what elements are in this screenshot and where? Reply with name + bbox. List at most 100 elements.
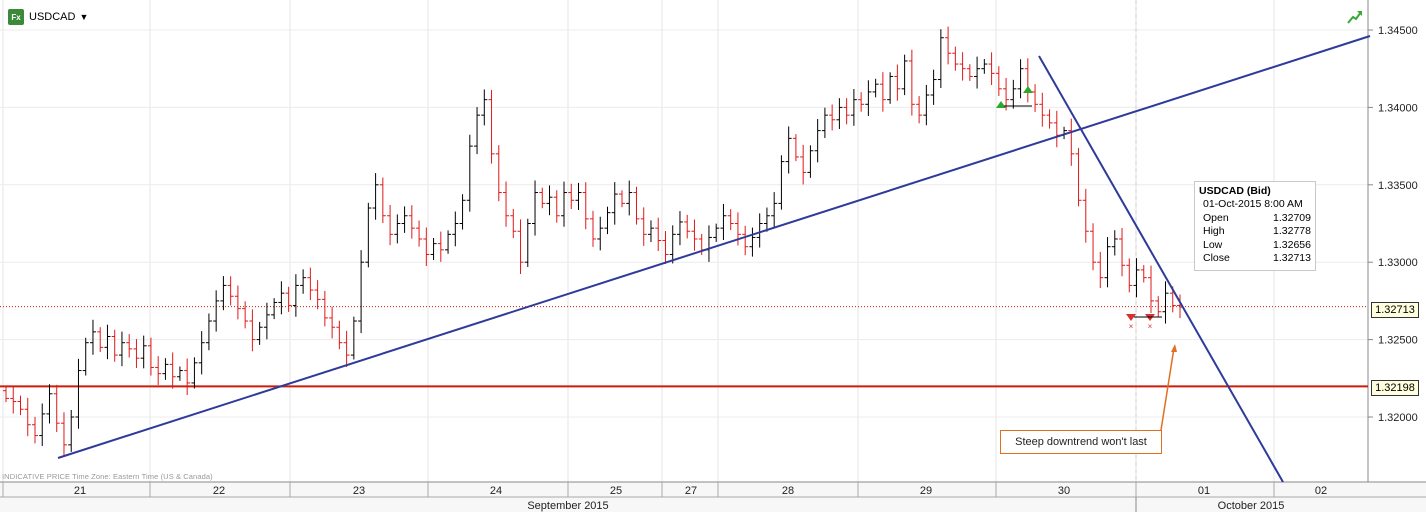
ohlc-bar[interactable] xyxy=(1032,84,1039,113)
ohlc-bar[interactable] xyxy=(176,366,183,381)
ohlc-bar[interactable] xyxy=(488,89,495,164)
ohlc-bar[interactable] xyxy=(292,274,299,317)
ohlc-bar[interactable] xyxy=(3,386,9,403)
ohlc-bar[interactable] xyxy=(524,218,531,267)
ohlc-bar[interactable] xyxy=(1010,79,1017,109)
ohlc-bar[interactable] xyxy=(249,309,256,352)
ohlc-bar[interactable] xyxy=(213,290,220,332)
buy-marker[interactable] xyxy=(996,101,1006,108)
ohlc-bar[interactable] xyxy=(387,204,394,246)
ohlc-bar[interactable] xyxy=(633,186,640,225)
ohlc-bar[interactable] xyxy=(430,237,437,261)
ohlc-bar[interactable] xyxy=(981,58,988,74)
ohlc-bar[interactable] xyxy=(756,213,763,248)
ohlc-bar[interactable] xyxy=(75,358,82,429)
ohlc-bar[interactable] xyxy=(575,182,582,210)
ohlc-bar[interactable] xyxy=(17,395,24,416)
ohlc-bar[interactable] xyxy=(10,386,17,414)
ohlc-bar[interactable] xyxy=(539,187,546,209)
ohlc-bar[interactable] xyxy=(474,107,481,155)
ohlc-bar[interactable] xyxy=(1039,92,1046,127)
ohlc-bar[interactable] xyxy=(829,104,836,131)
ohlc-bar[interactable] xyxy=(401,206,408,233)
ohlc-bar[interactable] xyxy=(923,84,930,126)
ohlc-bar[interactable] xyxy=(604,206,611,235)
ohlc-bar[interactable] xyxy=(140,335,147,369)
ohlc-bar[interactable] xyxy=(31,416,38,444)
ohlc-bar[interactable] xyxy=(155,356,162,385)
ohlc-bar[interactable] xyxy=(1119,228,1126,277)
ohlc-bar[interactable] xyxy=(1111,230,1118,256)
symbol-selector[interactable]: Fx USDCAD ▼ xyxy=(8,8,88,26)
ohlc-bar[interactable] xyxy=(662,231,669,264)
ohlc-bar[interactable] xyxy=(162,358,169,380)
ohlc-bar[interactable] xyxy=(590,210,596,247)
ohlc-bar[interactable] xyxy=(850,89,857,126)
ohlc-bar[interactable] xyxy=(655,217,662,251)
ohlc-bar[interactable] xyxy=(198,331,205,375)
ohlc-bar[interactable] xyxy=(358,250,365,334)
trend-up-icon[interactable] xyxy=(1347,9,1363,25)
ohlc-bar[interactable] xyxy=(611,182,618,225)
ohlc-bar[interactable] xyxy=(618,190,625,208)
ohlc-bar[interactable] xyxy=(807,145,814,178)
ohlc-bar[interactable] xyxy=(858,92,865,112)
rising-trendline[interactable] xyxy=(57,35,1371,459)
ohlc-bar[interactable] xyxy=(597,216,604,251)
ohlc-bar[interactable] xyxy=(582,182,589,230)
ohlc-bar[interactable] xyxy=(1133,258,1140,298)
ohlc-bar[interactable] xyxy=(778,155,785,210)
ohlc-bar[interactable] xyxy=(763,207,770,232)
ohlc-bar[interactable] xyxy=(285,286,292,312)
ohlc-bar[interactable] xyxy=(365,202,372,268)
ohlc-bar[interactable] xyxy=(720,203,727,241)
ohlc-bar[interactable] xyxy=(930,69,937,105)
ohlc-bar[interactable] xyxy=(945,26,952,65)
ohlc-bar[interactable] xyxy=(133,339,140,368)
ohlc-bar[interactable] xyxy=(887,72,894,104)
ohlc-bar[interactable] xyxy=(350,316,357,360)
ohlc-bar[interactable] xyxy=(821,107,828,139)
sell-marker[interactable] xyxy=(1126,314,1136,321)
ohlc-bar[interactable] xyxy=(321,290,328,327)
ohlc-bar[interactable] xyxy=(147,337,154,376)
ohlc-bar[interactable] xyxy=(872,78,879,98)
ohlc-bar[interactable] xyxy=(191,357,198,389)
ohlc-bar[interactable] xyxy=(1017,59,1024,99)
ohlc-bar[interactable] xyxy=(314,280,321,310)
ohlc-bar[interactable] xyxy=(379,177,386,224)
ohlc-bar[interactable] xyxy=(800,144,807,185)
ohlc-bar[interactable] xyxy=(234,285,241,320)
ohlc-bar[interactable] xyxy=(111,329,118,362)
annotation-box[interactable]: Steep downtrend won't last xyxy=(1000,430,1162,454)
ohlc-bar[interactable] xyxy=(1090,223,1097,271)
ohlc-bar[interactable] xyxy=(937,29,944,89)
ohlc-bar[interactable] xyxy=(169,352,176,389)
ohlc-bar[interactable] xyxy=(901,54,908,96)
ohlc-bar[interactable] xyxy=(423,227,430,266)
ohlc-bar[interactable] xyxy=(532,180,539,236)
ohlc-bar[interactable] xyxy=(452,211,459,247)
ohlc-bar[interactable] xyxy=(1140,265,1147,283)
ohlc-bar[interactable] xyxy=(39,403,46,446)
ohlc-bar[interactable] xyxy=(713,223,720,242)
ohlc-bar[interactable] xyxy=(1104,237,1111,288)
ohlc-bar[interactable] xyxy=(1003,77,1010,111)
ohlc-bar[interactable] xyxy=(1082,188,1089,243)
ohlc-bar[interactable] xyxy=(1162,281,1169,324)
ohlc-bar[interactable] xyxy=(843,98,850,125)
ohlc-bar[interactable] xyxy=(408,205,415,239)
ohlc-bar[interactable] xyxy=(988,52,995,86)
buy-marker[interactable] xyxy=(1023,86,1033,93)
ohlc-bar[interactable] xyxy=(676,211,683,246)
ohlc-bar[interactable] xyxy=(510,208,517,239)
ohlc-bar[interactable] xyxy=(82,337,89,376)
ohlc-bar[interactable] xyxy=(1068,118,1075,166)
ohlc-bar[interactable] xyxy=(184,358,191,395)
ohlc-bar[interactable] xyxy=(1046,109,1053,129)
ohlc-bar[interactable] xyxy=(561,181,568,227)
ohlc-bar[interactable] xyxy=(24,397,31,437)
ohlc-bar[interactable] xyxy=(626,180,633,216)
ohlc-bar[interactable] xyxy=(118,331,125,367)
